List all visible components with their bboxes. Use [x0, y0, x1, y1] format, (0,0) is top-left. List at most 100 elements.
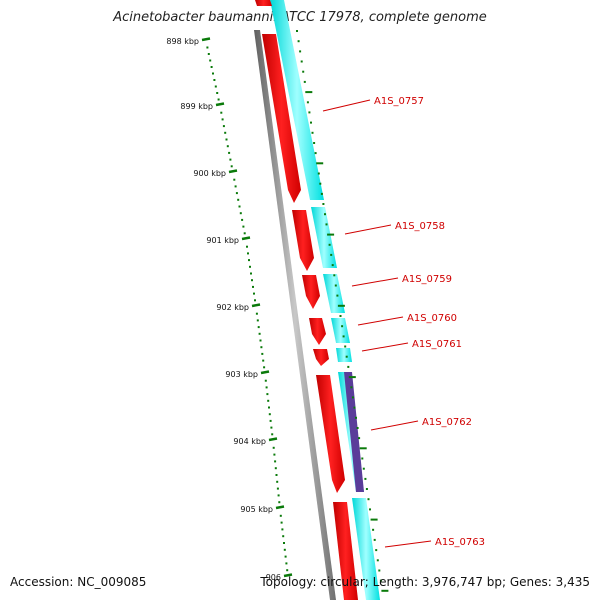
right-major-tick [305, 91, 313, 94]
scale-minor-tick [283, 548, 286, 551]
gene-arrow-a1s-0756[interactable] [255, 0, 272, 6]
scale-minor-tick [261, 352, 264, 355]
cyan-segment [352, 498, 380, 600]
right-minor-tick [324, 213, 326, 216]
right-minor-tick [322, 203, 325, 205]
scale-minor-tick [248, 259, 250, 262]
scale-minor-tick [216, 92, 219, 94]
scale-minor-tick [235, 192, 238, 195]
scale-minor-tick [265, 386, 268, 389]
right-minor-tick [339, 315, 342, 317]
right-minor-tick [341, 325, 344, 328]
gene-label[interactable]: A1S_0757 [374, 96, 424, 107]
scale-minor-tick [230, 165, 233, 168]
scale-minor-tick [246, 245, 248, 248]
gene-callout-line [384, 540, 432, 548]
scale-major-tick [260, 370, 270, 375]
scale-minor-tick [260, 346, 263, 349]
right-minor-tick [336, 294, 339, 297]
right-minor-tick [308, 111, 311, 114]
right-major-tick [327, 233, 335, 236]
right-minor-tick [299, 50, 302, 53]
right-minor-tick [344, 345, 347, 348]
gene-label[interactable]: A1S_0762 [422, 417, 472, 428]
scale-minor-tick [250, 272, 252, 275]
scale-minor-tick [255, 312, 258, 315]
scale-minor-tick [268, 406, 270, 409]
right-minor-tick [355, 416, 357, 419]
scale-minor-tick [247, 252, 249, 255]
scale-minor-tick [242, 225, 245, 228]
right-minor-tick [369, 508, 371, 511]
scale-tick-label: 898 kbp [166, 37, 199, 46]
gene-label[interactable]: A1S_0763 [435, 537, 485, 548]
gene-callout-line [344, 224, 392, 235]
scale-minor-tick [214, 85, 217, 88]
accession-text: Accession: NC_009085 [10, 575, 147, 589]
right-minor-tick [319, 182, 322, 185]
scale-minor-tick [253, 292, 255, 295]
scale-minor-tick [237, 198, 240, 201]
right-minor-tick [373, 538, 376, 541]
right-minor-tick [300, 60, 303, 63]
scale-minor-tick [239, 212, 242, 215]
gene-label[interactable]: A1S_0758 [395, 221, 445, 232]
scale-minor-tick [258, 332, 261, 335]
scale-minor-tick [273, 453, 276, 456]
gene-arrow-a1s-0761[interactable] [313, 349, 329, 366]
right-minor-tick [303, 80, 306, 83]
scale-minor-tick [226, 145, 229, 148]
right-major-tick [381, 589, 389, 592]
right-major-tick [337, 304, 345, 307]
scale-minor-tick [281, 528, 284, 531]
scale-minor-tick [262, 359, 265, 362]
gene-arrow-a1s-0758[interactable] [292, 210, 314, 271]
right-minor-tick [365, 488, 368, 490]
gene-label[interactable]: A1S_0760 [407, 313, 457, 324]
scale-tick-label: 905 kbp [240, 505, 273, 514]
scale-tick-label: 904 kbp [233, 437, 266, 446]
right-minor-tick [320, 192, 323, 195]
scale-minor-tick [212, 72, 214, 75]
cyan-segment [311, 207, 337, 268]
gene-arrow-a1s-0759[interactable] [302, 275, 320, 309]
scale-minor-tick [229, 158, 232, 161]
scale-minor-tick [264, 379, 267, 382]
scale-major-tick [201, 37, 211, 42]
scale-minor-tick [251, 279, 253, 282]
scale-minor-tick [284, 555, 287, 558]
gene-arrow-a1s-0757[interactable] [262, 34, 301, 203]
scale-minor-tick [257, 326, 260, 329]
scale-minor-tick [276, 480, 279, 483]
right-minor-tick [367, 498, 370, 501]
scale-minor-tick [217, 98, 220, 101]
scale-minor-tick [279, 514, 282, 517]
gene-label[interactable]: A1S_0759 [402, 274, 452, 285]
right-minor-tick [328, 243, 331, 246]
scale-ticks: 898 kbp 899 kbp 900 kbp 901 kbp 902 kbp 903 k… [166, 37, 293, 582]
right-minor-tick [311, 131, 314, 134]
gene-arrow-a1s-0762[interactable] [316, 375, 345, 493]
map-title: Acinetobacter baumannii ATCC 17978, comp… [113, 10, 487, 25]
right-minor-tick [302, 70, 305, 73]
gene-arrow-a1s-0760[interactable] [309, 318, 326, 345]
right-minor-tick [362, 467, 365, 470]
scale-major-tick [251, 303, 261, 308]
highlight-gene-a1s-0762[interactable] [344, 372, 364, 492]
gene-callout-line [351, 277, 399, 287]
right-major-tick [348, 376, 356, 379]
right-minor-tick [379, 579, 382, 582]
cyan-segment [336, 348, 352, 362]
scale-minor-tick [225, 138, 228, 141]
scale-minor-tick [272, 446, 275, 449]
scale-minor-tick [252, 285, 254, 288]
scale-minor-tick [280, 521, 283, 524]
scale-major-tick [268, 437, 278, 442]
gene-label[interactable]: A1S_0761 [412, 339, 462, 350]
scale-tick-label: 902 kbp [216, 303, 249, 312]
right-minor-tick [314, 152, 317, 155]
gene-arrow-a1s-0763[interactable] [333, 502, 358, 600]
scale-tick-label: 906 [266, 573, 281, 582]
right-minor-tick [364, 477, 367, 480]
scale-minor-tick [285, 562, 288, 565]
